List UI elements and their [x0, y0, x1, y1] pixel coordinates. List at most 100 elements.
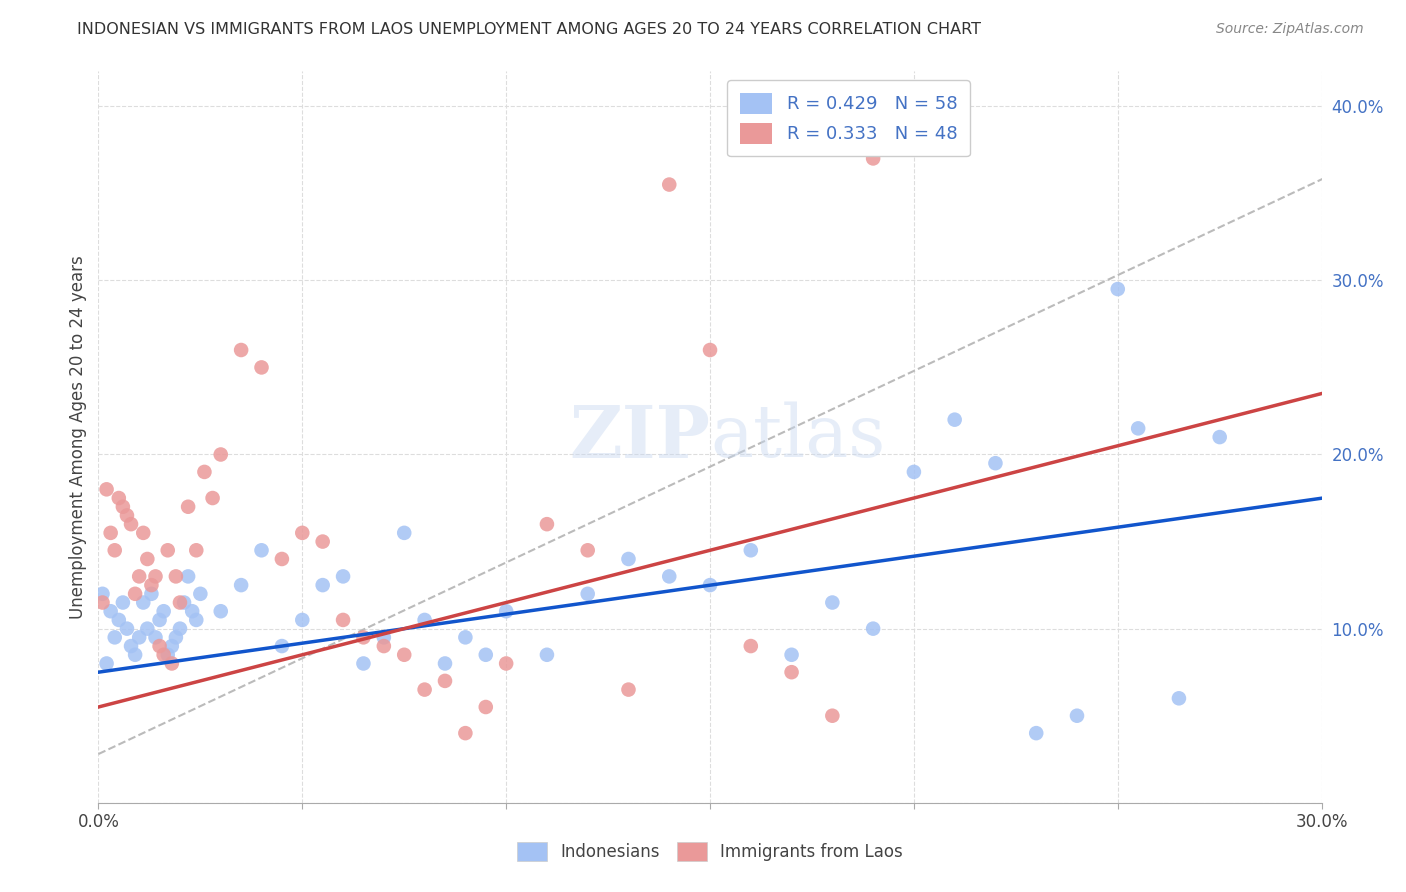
Point — [434, 657, 457, 671]
Point — [156, 648, 179, 662]
Point — [373, 631, 395, 645]
Point — [740, 639, 762, 653]
Point — [332, 613, 354, 627]
Point — [780, 648, 803, 662]
Point — [536, 648, 558, 662]
Text: Source: ZipAtlas.com: Source: ZipAtlas.com — [1216, 22, 1364, 37]
Point — [495, 657, 517, 671]
Point — [136, 622, 159, 636]
Point — [1167, 691, 1189, 706]
Point — [141, 587, 163, 601]
Point — [454, 631, 477, 645]
Point — [111, 595, 134, 609]
Point — [658, 178, 681, 192]
Point — [392, 525, 416, 540]
Point — [413, 613, 436, 627]
Point — [231, 578, 253, 592]
Point — [699, 343, 721, 357]
Point — [145, 569, 167, 583]
Point — [120, 639, 142, 653]
Point — [903, 465, 925, 479]
Point — [181, 604, 204, 618]
Point — [821, 595, 844, 609]
Point — [291, 525, 314, 540]
Point — [270, 639, 294, 653]
Point — [943, 412, 966, 426]
Point — [165, 569, 187, 583]
Point — [115, 622, 138, 636]
Point — [169, 622, 191, 636]
Point — [1025, 726, 1047, 740]
Point — [250, 360, 273, 375]
Point — [104, 631, 127, 645]
Point — [124, 587, 146, 601]
Point — [576, 543, 599, 558]
Point — [495, 604, 517, 618]
Point — [145, 631, 167, 645]
Point — [658, 569, 681, 583]
Point — [1107, 282, 1129, 296]
Point — [120, 517, 142, 532]
Point — [115, 508, 138, 523]
Point — [100, 604, 122, 618]
Point — [128, 631, 150, 645]
Point — [413, 682, 436, 697]
Point — [392, 648, 416, 662]
Text: INDONESIAN VS IMMIGRANTS FROM LAOS UNEMPLOYMENT AMONG AGES 20 TO 24 YEARS CORREL: INDONESIAN VS IMMIGRANTS FROM LAOS UNEMP… — [77, 22, 981, 37]
Point — [132, 595, 155, 609]
Point — [209, 448, 232, 462]
Point — [124, 648, 146, 662]
Legend: Indonesians, Immigrants from Laos: Indonesians, Immigrants from Laos — [510, 835, 910, 868]
Point — [231, 343, 253, 357]
Point — [862, 152, 884, 166]
Point — [291, 613, 314, 627]
Point — [332, 569, 354, 583]
Point — [270, 552, 294, 566]
Text: atlas: atlas — [710, 401, 886, 473]
Point — [617, 552, 640, 566]
Point — [1209, 430, 1232, 444]
Point — [984, 456, 1007, 470]
Point — [177, 569, 200, 583]
Point — [108, 491, 131, 505]
Point — [96, 657, 118, 671]
Point — [156, 543, 179, 558]
Point — [536, 517, 558, 532]
Point — [352, 631, 374, 645]
Point — [104, 543, 127, 558]
Y-axis label: Unemployment Among Ages 20 to 24 years: Unemployment Among Ages 20 to 24 years — [69, 255, 87, 619]
Point — [160, 639, 183, 653]
Point — [576, 587, 599, 601]
Point — [617, 682, 640, 697]
Point — [149, 613, 172, 627]
Point — [128, 569, 150, 583]
Point — [91, 595, 114, 609]
Point — [186, 543, 208, 558]
Text: ZIP: ZIP — [569, 401, 710, 473]
Point — [434, 673, 457, 688]
Point — [474, 648, 498, 662]
Point — [740, 543, 762, 558]
Point — [100, 525, 122, 540]
Point — [193, 465, 215, 479]
Point — [186, 613, 208, 627]
Point — [149, 639, 172, 653]
Point — [474, 700, 498, 714]
Point — [699, 578, 721, 592]
Point — [141, 578, 163, 592]
Point — [136, 552, 159, 566]
Point — [1066, 708, 1088, 723]
Point — [132, 525, 155, 540]
Point — [169, 595, 191, 609]
Point — [454, 726, 477, 740]
Point — [165, 631, 187, 645]
Point — [111, 500, 134, 514]
Point — [209, 604, 232, 618]
Point — [352, 657, 374, 671]
Point — [821, 708, 844, 723]
Point — [160, 657, 183, 671]
Point — [312, 578, 335, 592]
Point — [780, 665, 803, 680]
Point — [201, 491, 224, 505]
Point — [862, 622, 884, 636]
